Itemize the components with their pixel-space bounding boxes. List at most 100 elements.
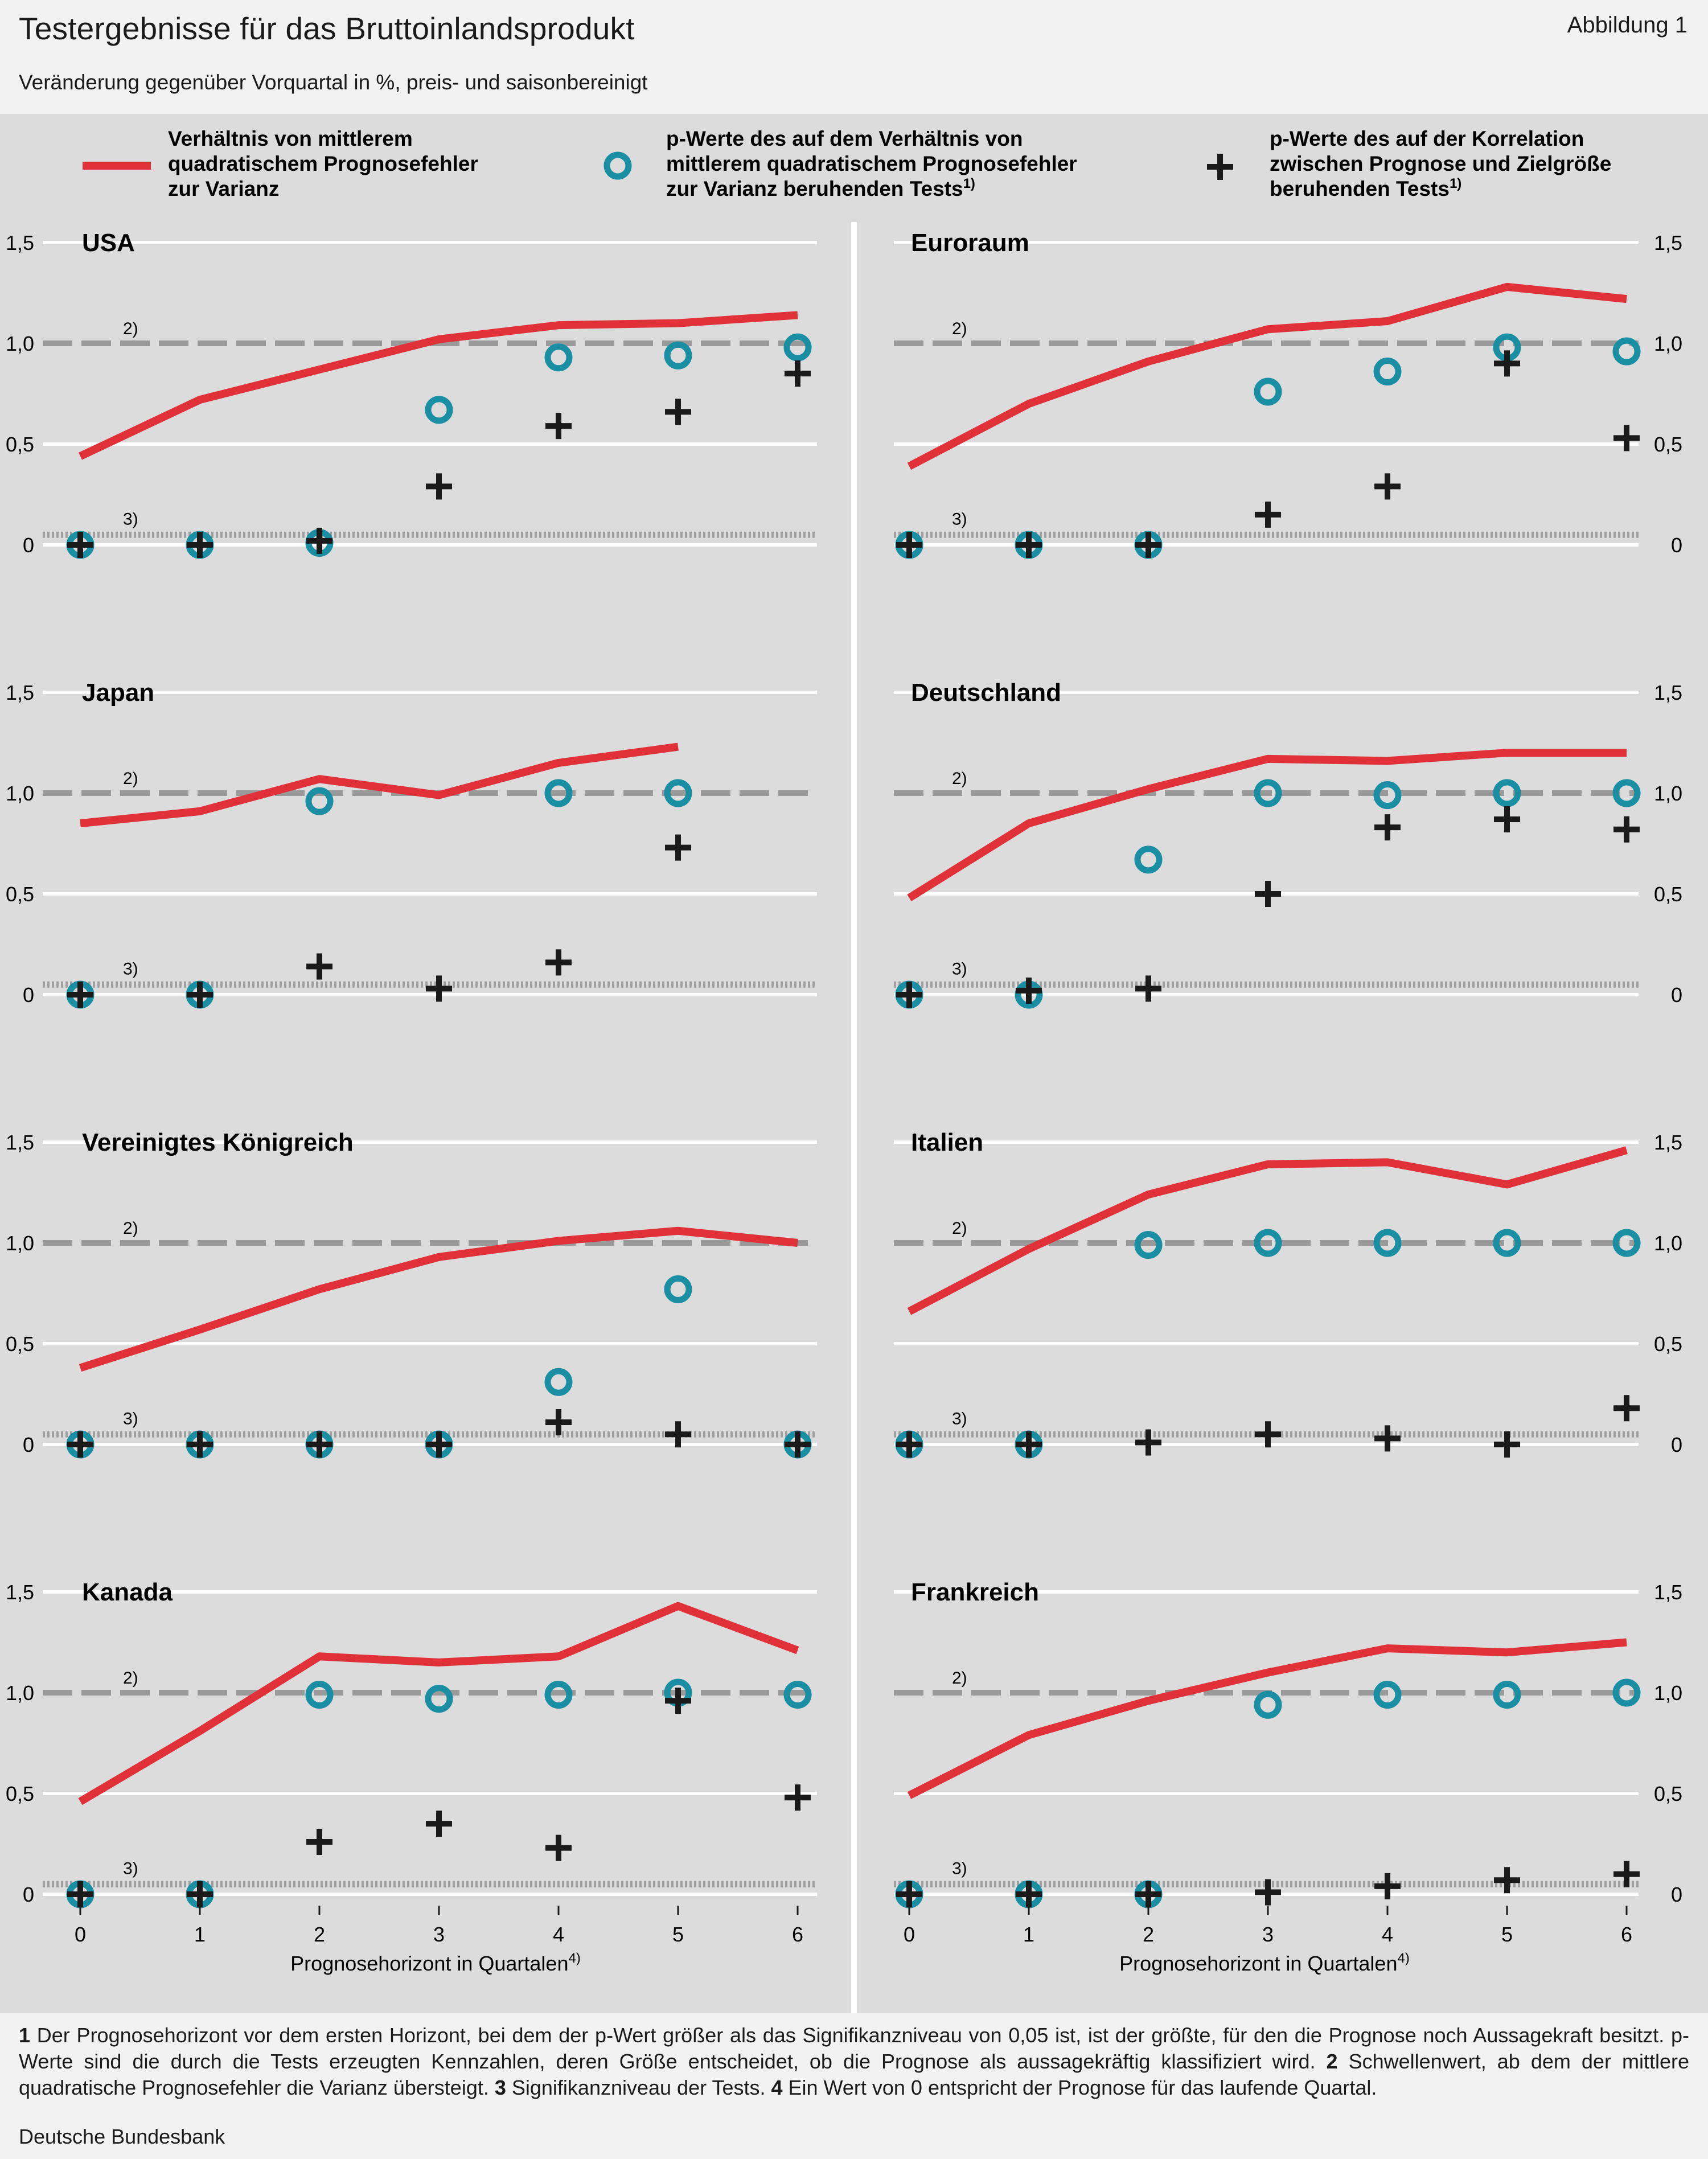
- p-ratio-marker: [1493, 779, 1521, 807]
- p-corr-marker: [306, 527, 332, 554]
- p-corr-marker: [1374, 814, 1401, 841]
- p-corr-marker: [896, 532, 922, 558]
- footnote-text: Schwellenwert, ab dem der mittlere quadr…: [19, 2050, 1689, 2099]
- chart-title: Testergebnisse für das Bruttoinlandsprod…: [19, 11, 635, 46]
- y-tick-label: 0: [23, 1883, 34, 1906]
- p-ratio-marker: [305, 787, 334, 815]
- y-tick-label: 1,5: [6, 231, 34, 255]
- x-tick-label: 4: [553, 1923, 564, 1946]
- p-corr-marker: [1135, 1429, 1161, 1456]
- y-tick-label: 1,0: [1654, 1681, 1682, 1705]
- p-ratio-marker: [425, 396, 453, 424]
- p-ratio-marker: [1612, 337, 1641, 366]
- x-tick-label: 2: [1143, 1923, 1154, 1946]
- ratio-line: [80, 742, 679, 828]
- footnote-text: Der Prognosehorizont vor dem ersten Hori…: [19, 2023, 1689, 2073]
- p-corr-marker: [785, 360, 811, 387]
- x-tick-label: 6: [792, 1923, 803, 1946]
- panel-title: Deutschland: [911, 679, 1061, 707]
- significance-label: 3): [123, 510, 138, 528]
- p-corr-marker: [665, 834, 691, 861]
- p-corr-marker: [67, 1881, 93, 1907]
- y-tick-label: 1,0: [6, 1232, 34, 1255]
- footnote-number: 2: [1326, 2050, 1338, 2073]
- p-ratio-marker: [1612, 1678, 1641, 1707]
- p-corr-marker: [187, 532, 213, 558]
- x-axis-label: Prognosehorizont in Quartalen4): [1119, 1951, 1410, 1975]
- p-corr-marker: [187, 982, 213, 1008]
- legend-circle-label: p-Werte des auf dem Verhältnis von: [666, 127, 1023, 150]
- y-tick-label: 0,5: [1654, 1332, 1682, 1356]
- footnotes: 1 Der Prognosehorizont vor dem ersten Ho…: [19, 2022, 1689, 2101]
- p-corr-marker: [1613, 1395, 1640, 1422]
- y-tick-label: 0,5: [6, 1782, 34, 1805]
- y-tick-label: 0: [23, 1433, 34, 1456]
- panel-frankreich: 0 0,5 1,0 1,5 2) 3) Frankreich 0 1 2 3 4 5 6 Prognoseh…: [894, 1578, 1682, 1975]
- p-corr-marker: [1613, 816, 1640, 843]
- ratio-line: [79, 311, 798, 460]
- p-corr-marker: [1016, 977, 1042, 1004]
- p-corr-marker: [665, 1688, 691, 1714]
- p-corr-marker: [1613, 1861, 1640, 1887]
- p-ratio-marker: [305, 1681, 334, 1709]
- threshold-label: 2): [952, 1669, 967, 1688]
- x-tick-label: 2: [314, 1923, 325, 1946]
- legend-line-label: zur Varianz: [168, 177, 279, 200]
- y-tick-label: 0: [23, 983, 34, 1007]
- y-tick-label: 1,5: [6, 1581, 34, 1604]
- footnote-number: 4: [771, 2076, 783, 2099]
- p-corr-marker: [1494, 350, 1520, 377]
- p-corr-marker: [1374, 473, 1401, 500]
- legend-circle-label: zur Varianz beruhenden Tests1): [666, 176, 975, 200]
- panel-usa: 0 0,5 1,0 1,5 2) 3) USA: [6, 229, 817, 559]
- p-ratio-marker: [1373, 1681, 1402, 1709]
- y-tick-label: 0,5: [1654, 883, 1682, 906]
- p-ratio-marker: [1373, 358, 1402, 386]
- p-corr-marker: [1135, 532, 1161, 558]
- x-tick-label: 5: [672, 1923, 684, 1946]
- y-tick-label: 0: [1671, 533, 1682, 557]
- x-tick-label: 5: [1501, 1923, 1513, 1946]
- p-corr-marker: [1016, 532, 1042, 558]
- panel-deutschland: 0 0,5 1,0 1,5 2) 3) Deutschland: [894, 679, 1682, 1009]
- x-tick-label: 3: [433, 1923, 445, 1946]
- y-tick-label: 0,5: [1654, 433, 1682, 456]
- p-ratio-marker: [544, 779, 573, 807]
- p-corr-marker: [1255, 501, 1281, 528]
- legend-circle-marker: [603, 151, 632, 180]
- threshold-label: 2): [123, 1669, 138, 1688]
- x-axis-footnote-ref: 4): [1397, 1951, 1409, 1966]
- p-corr-marker: [785, 1784, 811, 1811]
- y-tick-label: 0,5: [6, 883, 34, 906]
- y-tick-label: 1,0: [1654, 782, 1682, 805]
- legend-footnote-ref: 1): [963, 176, 975, 191]
- p-corr-marker: [67, 532, 93, 558]
- y-tick-label: 0,5: [6, 1332, 34, 1356]
- threshold-label: 2): [123, 1219, 138, 1238]
- p-corr-marker: [1613, 425, 1640, 451]
- significance-label: 3): [952, 1859, 967, 1878]
- threshold-label: 2): [123, 319, 138, 338]
- p-corr-marker: [545, 413, 572, 440]
- p-corr-marker: [426, 975, 452, 1002]
- p-ratio-marker: [1493, 1229, 1521, 1257]
- y-tick-label: 1,5: [1654, 231, 1682, 255]
- p-ratio-marker: [1493, 1681, 1521, 1709]
- y-tick-label: 0,5: [1654, 1782, 1682, 1805]
- significance-label: 3): [123, 1409, 138, 1428]
- p-ratio-marker: [664, 779, 692, 807]
- p-corr-marker: [665, 399, 691, 425]
- p-corr-marker: [1255, 1879, 1281, 1906]
- footnote-number: 1: [19, 2023, 31, 2047]
- ratio-line: [907, 282, 1627, 470]
- x-axis-footnote-ref: 4): [568, 1951, 580, 1966]
- p-ratio-marker: [1612, 1229, 1641, 1257]
- y-tick-label: 0: [23, 533, 34, 557]
- y-tick-label: 1,0: [1654, 332, 1682, 355]
- p-corr-marker: [896, 982, 922, 1008]
- footnote-text: Signifikanzniveau der Tests.: [506, 2076, 771, 2099]
- p-ratio-marker: [1373, 1229, 1402, 1257]
